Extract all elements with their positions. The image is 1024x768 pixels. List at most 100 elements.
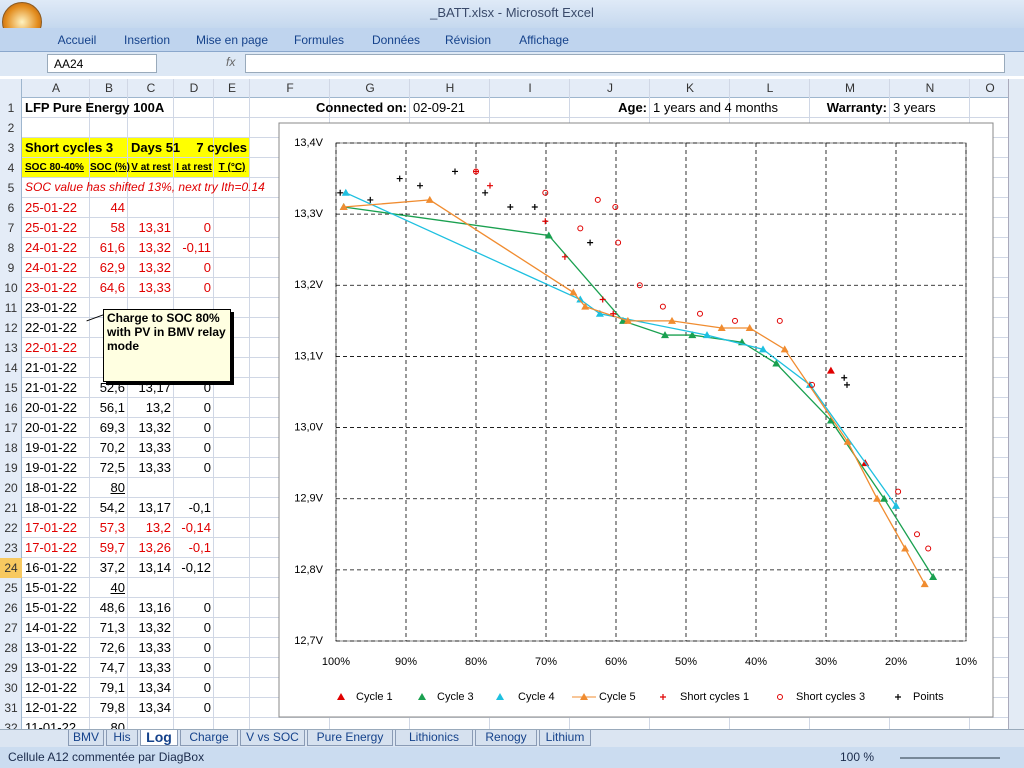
cell[interactable]: 21-01-22 — [25, 380, 78, 395]
cell[interactable]: 24-01-22 — [25, 260, 78, 275]
cell[interactable]: 19-01-22 — [25, 460, 78, 475]
cell[interactable]: Short cycles 3 — [25, 140, 114, 155]
cell[interactable]: 13,33 — [138, 460, 171, 475]
cell[interactable]: 15-01-22 — [25, 600, 78, 615]
cell[interactable]: V at rest — [131, 162, 171, 173]
cell[interactable]: 80 — [110, 720, 125, 729]
cell[interactable]: 0 — [203, 260, 211, 275]
cell[interactable]: SOC (%) — [90, 162, 130, 173]
cell[interactable]: 40 — [110, 580, 125, 595]
cell[interactable]: 25-01-22 — [25, 200, 78, 215]
cell[interactable]: 13-01-22 — [25, 660, 78, 675]
ribbon-tab[interactable]: Insertion — [123, 33, 171, 47]
cell[interactable]: 17-01-22 — [25, 520, 78, 535]
cell[interactable]: 0 — [203, 420, 211, 435]
cell[interactable]: 52,6 — [99, 380, 125, 395]
vertical-scrollbar[interactable] — [1008, 79, 1024, 729]
cell[interactable]: 13,17 — [138, 380, 171, 395]
sheet-tab[interactable]: V vs SOC — [240, 730, 305, 746]
cell[interactable]: 54,2 — [99, 500, 125, 515]
cell[interactable]: SOC 80-40% — [25, 162, 84, 173]
cell[interactable]: 13,34 — [138, 700, 171, 715]
zoom-level[interactable]: 100 % — [840, 750, 875, 764]
cell[interactable]: 13,33 — [138, 640, 171, 655]
cell[interactable]: 0 — [203, 280, 211, 295]
cell[interactable]: 15-01-22 — [25, 580, 78, 595]
cell[interactable]: 61,6 — [99, 240, 125, 255]
cell[interactable]: -0,14 — [181, 520, 211, 535]
cell[interactable]: 69,3 — [99, 420, 125, 435]
cell[interactable]: 12-01-22 — [25, 680, 78, 695]
cell[interactable]: 0 — [203, 440, 211, 455]
cell[interactable]: 62,9 — [99, 260, 125, 275]
cell[interactable]: 0 — [203, 600, 211, 615]
ribbon-tab[interactable]: Mise en page — [195, 33, 269, 47]
cell[interactable]: 72,5 — [99, 460, 125, 475]
ribbon-tab[interactable]: Formules — [293, 33, 344, 47]
cell[interactable]: 71,3 — [99, 620, 125, 635]
cell[interactable]: T (°C) — [218, 162, 246, 173]
cell[interactable]: 16-01-22 — [25, 560, 78, 575]
sheet-tab[interactable]: Renogy — [475, 730, 537, 746]
cell[interactable]: 1 years and 4 months — [653, 100, 779, 115]
cell[interactable]: 21-01-22 — [25, 360, 78, 375]
ribbon-tab[interactable]: Accueil — [57, 33, 97, 47]
cell[interactable]: -0,12 — [181, 560, 211, 575]
name-box[interactable]: AA24 — [47, 54, 157, 73]
cell[interactable]: 0 — [203, 680, 211, 695]
cell[interactable]: 13,32 — [138, 240, 171, 255]
cell[interactable]: 13,16 — [138, 600, 171, 615]
cell[interactable]: 14-01-22 — [25, 620, 78, 635]
cell[interactable]: 20-01-22 — [25, 420, 78, 435]
cell[interactable]: 02-09-21 — [413, 100, 466, 115]
cell[interactable]: 23-01-22 — [25, 300, 78, 315]
cell[interactable]: 12-01-22 — [25, 700, 78, 715]
cell[interactable]: 0 — [203, 640, 211, 655]
cell[interactable]: -0,1 — [188, 500, 211, 515]
cell[interactable]: 24-01-22 — [25, 240, 78, 255]
cell[interactable]: 20-01-22 — [25, 400, 78, 415]
cell[interactable]: 57,3 — [99, 520, 125, 535]
cell[interactable]: 7 cycles — [196, 140, 247, 155]
sheet-tab[interactable]: Charge — [180, 730, 238, 746]
cell[interactable]: 58 — [110, 220, 125, 235]
cell[interactable]: 13,26 — [138, 540, 171, 555]
cell[interactable]: 48,6 — [99, 600, 125, 615]
cell[interactable]: 79,8 — [99, 700, 125, 715]
cell[interactable]: 18-01-22 — [25, 500, 78, 515]
cell[interactable]: 0 — [203, 660, 211, 675]
sheet-tab[interactable]: Lithionics — [395, 730, 473, 746]
cell[interactable]: Days 51 — [131, 140, 181, 155]
cell[interactable]: 44 — [110, 200, 125, 215]
cell[interactable]: Age: — [618, 100, 647, 115]
cell[interactable]: 13,2 — [145, 400, 171, 415]
cell[interactable]: 13,17 — [138, 500, 171, 515]
cell[interactable]: 56,1 — [99, 400, 125, 415]
cell[interactable]: -0,11 — [182, 240, 211, 255]
cell[interactable]: LFP Pure Energy 100A — [25, 100, 165, 115]
cell[interactable]: 13-01-22 — [25, 640, 78, 655]
sheet-tab[interactable]: BMV — [68, 730, 104, 746]
cell[interactable]: 0 — [203, 460, 211, 475]
cell[interactable]: 13,32 — [138, 620, 171, 635]
cell[interactable]: 25-01-22 — [25, 220, 78, 235]
cell[interactable]: 74,7 — [99, 660, 125, 675]
cell[interactable]: 79,1 — [99, 680, 125, 695]
sheet-tab[interactable]: Lithium — [539, 730, 591, 746]
cell[interactable]: 0 — [203, 700, 211, 715]
ribbon-tab[interactable]: Affichage — [519, 33, 569, 47]
cell[interactable]: 13,34 — [138, 680, 171, 695]
sheet-tab[interactable]: His — [106, 730, 138, 746]
cell[interactable]: 11-01-22 — [25, 720, 77, 729]
ribbon-tab[interactable]: Données — [371, 33, 421, 47]
cell[interactable]: 23-01-22 — [25, 280, 78, 295]
cell[interactable]: 0 — [203, 400, 211, 415]
cell[interactable]: 13,33 — [138, 440, 171, 455]
cell[interactable]: 13,31 — [138, 220, 171, 235]
cell[interactable]: 13,32 — [138, 420, 171, 435]
cell[interactable]: Connected on: — [316, 100, 407, 115]
cell[interactable]: 70,2 — [99, 440, 125, 455]
cell[interactable]: 64,6 — [99, 280, 125, 295]
cell[interactable]: 37,2 — [99, 560, 125, 575]
sheet-tab[interactable]: Pure Energy — [307, 730, 393, 746]
